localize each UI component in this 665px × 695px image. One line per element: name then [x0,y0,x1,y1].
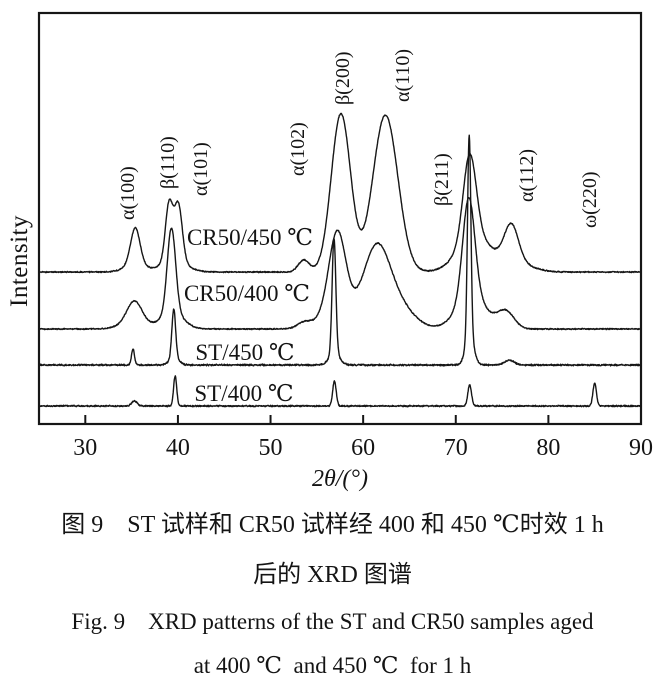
caption-en-line1: Fig. 9 XRD patterns of the ST and CR50 s… [71,609,594,634]
series-label-3: ST/400 ℃ [194,381,294,406]
plot-frame [37,11,643,426]
xrd-curve-st-450 [39,134,641,367]
series-label-0: CR50/450 ℃ [186,225,314,250]
series-label-1: CR50/400 ℃ [183,281,311,306]
peak-label-1: β(110) [157,136,179,189]
caption-zh-line1: 图 9 ST 试样和 CR50 试样经 400 和 450 ℃时效 1 h [61,512,604,538]
peak-label-2: α(101) [190,142,212,196]
x-tick-label-70: 70 [443,435,468,461]
x-axis-label: 2θ/(°) [311,466,369,492]
y-axis-label: Intensity [6,215,33,307]
xrd-curve-cr50-450 [39,112,641,274]
x-tick-label-60: 60 [351,435,376,461]
peak-label-5: α(110) [392,48,414,102]
x-tick-label-40: 40 [165,435,190,461]
peak-label-6: β(211) [431,153,453,206]
caption-en-line2: at 400 ℃ and 450 ℃ for 1 h [193,653,472,678]
peak-label-8: ω(220) [579,171,601,228]
peak-label-3: α(102) [287,122,309,176]
x-tick-label-30: 30 [73,435,98,461]
peak-label-0: α(100) [117,166,139,220]
x-tick-label-90: 90 [629,435,653,461]
x-tick-label-50: 50 [258,435,283,461]
xrd-curve-cr50-400 [39,196,641,331]
xrd-curve-st-400 [39,375,641,408]
peak-label-4: β(200) [332,51,354,106]
series-label-2: ST/450 ℃ [195,340,295,365]
caption-zh-line2: 后的 XRD 图谱 [253,562,412,588]
peak-label-7: α(112) [516,148,538,202]
x-tick-label-80: 80 [536,435,561,461]
